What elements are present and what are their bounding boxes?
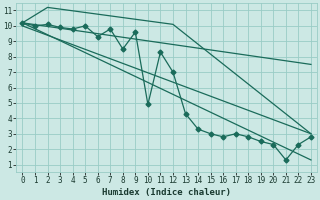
X-axis label: Humidex (Indice chaleur): Humidex (Indice chaleur) [102, 188, 231, 197]
